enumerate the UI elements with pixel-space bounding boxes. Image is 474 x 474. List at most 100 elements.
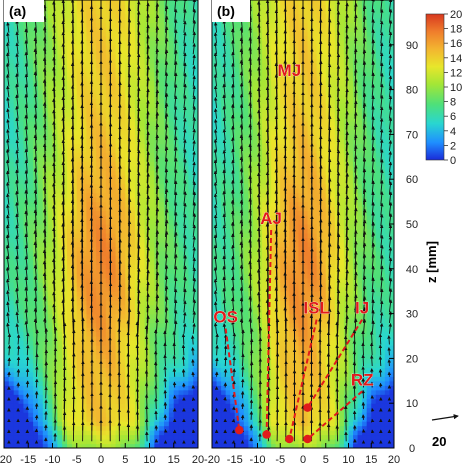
field-cell <box>57 322 63 328</box>
field-cell <box>18 232 24 239</box>
field-cell <box>178 398 185 404</box>
field-cell <box>188 85 194 91</box>
vector-arrow <box>15 179 19 195</box>
vector-arrow <box>61 76 66 98</box>
field-cell <box>23 385 29 391</box>
field-cell <box>105 174 112 180</box>
field-cell <box>120 286 126 292</box>
vector-arrow <box>42 102 47 119</box>
vector-arrow <box>42 79 47 98</box>
field-cell <box>67 138 73 144</box>
field-cell <box>139 443 146 448</box>
field-cell <box>57 327 63 333</box>
field-cell <box>183 434 189 440</box>
field-cell <box>18 129 24 135</box>
field-cell <box>91 147 97 153</box>
field-cell <box>76 206 83 212</box>
field-cell <box>149 273 155 279</box>
field-cell <box>130 31 136 37</box>
field-cell <box>4 143 10 149</box>
field-cell <box>62 228 68 234</box>
field-cell <box>115 336 121 342</box>
field-cell <box>110 340 117 346</box>
field-cell <box>62 62 68 68</box>
field-cell <box>23 206 29 212</box>
field-cell <box>42 439 49 445</box>
field-cell <box>115 322 121 328</box>
field-cell <box>67 394 73 400</box>
field-cell <box>105 277 112 283</box>
field-cell <box>71 376 78 382</box>
field-cell <box>149 300 155 306</box>
field-cell <box>86 188 92 194</box>
field-cell <box>188 318 194 324</box>
field-cell <box>37 134 44 140</box>
field-cell <box>159 206 165 212</box>
field-cell <box>139 318 146 324</box>
field-cell <box>13 371 20 377</box>
field-cell <box>188 344 194 351</box>
field-cell <box>110 371 117 377</box>
field-cell <box>178 353 185 359</box>
field-cell <box>101 344 107 351</box>
field-cell <box>37 103 44 109</box>
field-cell <box>71 344 78 351</box>
field-cell <box>144 430 151 436</box>
vector-arrow <box>146 88 150 109</box>
vector-arrow <box>24 266 29 281</box>
field-cell <box>47 336 54 342</box>
field-cell <box>71 237 78 243</box>
field-cell <box>57 295 63 301</box>
field-cell <box>18 58 24 64</box>
field-cell <box>71 219 78 225</box>
field-cell <box>86 224 92 230</box>
field-cell <box>76 412 83 418</box>
field-cell <box>52 4 58 10</box>
field-cell <box>159 398 165 404</box>
field-cell <box>76 371 83 377</box>
field-cell <box>159 192 165 198</box>
field-cell <box>149 416 155 422</box>
field-cell <box>105 327 112 333</box>
field-cell <box>212 416 218 422</box>
field-cell <box>183 67 189 73</box>
field-cell <box>86 349 92 355</box>
field-cell <box>47 389 54 395</box>
field-cell <box>120 219 126 225</box>
field-cell <box>23 282 29 288</box>
field-cell <box>62 112 68 118</box>
field-cell <box>149 179 155 185</box>
field-cell <box>105 129 112 135</box>
field-cell <box>149 31 155 37</box>
field-cell <box>47 22 54 28</box>
vector-arrow <box>61 245 65 270</box>
field-cell <box>144 353 151 359</box>
field-cell <box>8 89 15 95</box>
field-cell <box>168 336 175 342</box>
field-cell <box>120 58 126 64</box>
field-cell <box>134 228 141 234</box>
field-cell <box>67 232 73 239</box>
vector-arrow <box>33 71 38 87</box>
field-cell <box>47 0 54 6</box>
field-cell <box>139 322 146 328</box>
field-cell <box>91 255 97 261</box>
field-cell <box>18 443 24 448</box>
field-cell <box>52 53 58 59</box>
field-cell <box>110 35 117 41</box>
field-cell <box>134 0 141 6</box>
field-cell <box>96 434 102 440</box>
field-cell <box>101 62 107 68</box>
field-cell <box>18 53 24 59</box>
field-cell <box>37 282 44 288</box>
field-cell <box>42 376 49 382</box>
field-cell <box>8 215 15 221</box>
vector-arrow <box>61 310 65 334</box>
field-cell <box>159 53 165 59</box>
field-cell <box>125 152 131 158</box>
field-cell <box>149 197 155 203</box>
field-cell <box>37 206 44 212</box>
field-cell <box>28 67 34 73</box>
field-cell <box>33 394 39 400</box>
field-cell <box>86 53 92 59</box>
